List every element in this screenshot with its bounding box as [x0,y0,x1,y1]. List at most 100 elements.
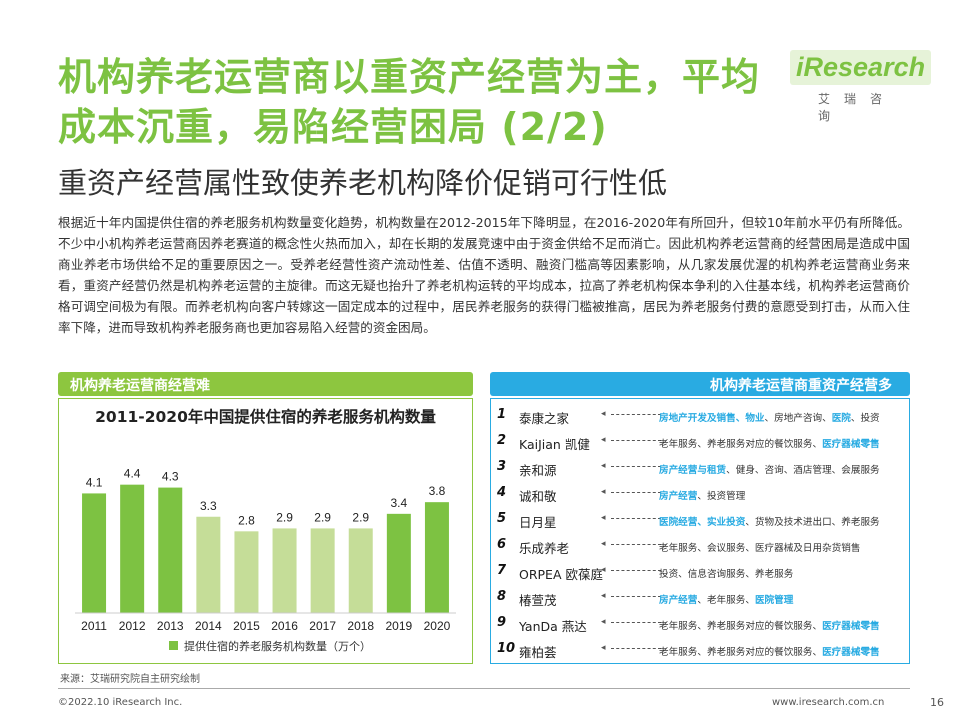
connector-dash [611,492,661,493]
x-tick-label: 2011 [81,619,107,633]
footer-divider [58,688,910,689]
left-banner-label: 机构养老运营商经营难 [70,378,210,394]
x-tick-label: 2015 [233,619,260,633]
legend-label: 提供住宿的养老服务机构数量（万个） [184,639,371,653]
legend-swatch [169,641,178,650]
bar-value-label: 4.4 [124,467,141,481]
bar-2019 [386,513,411,613]
bar-value-label: 2.9 [314,510,331,524]
bar-value-label: 3.3 [200,499,217,513]
bar-2018 [348,528,373,613]
operator-name: 泰康之家 [519,411,570,426]
arrow-left-icon: ◂ [601,513,606,523]
arrow-left-icon: ◂ [601,539,606,549]
x-tick-label: 2020 [424,619,451,633]
operator-name: 诚和敬 [519,489,557,504]
bar-2016 [272,528,297,613]
page-title: 机构养老运营商以重资产经营为主，平均成本沉重，易陷经营困局 (2/2) [58,55,761,149]
x-tick-label: 2018 [347,619,374,633]
business-scope: 房产经营、老年服务、医院管理 [659,595,794,606]
connector-dash [611,570,661,571]
bar-chart: 4.1 2011 4.4 2012 4.3 2013 3.3 2014 2.8 2015 2.9 20… [75,467,456,653]
operator-name: 椿萱茂 [519,593,557,608]
row-number: 10 [497,641,516,656]
arrow-left-icon: ◂ [601,435,606,445]
operator-row: 7 ORPEA 欧葆庭 ◂ 投资、信息咨询服务、养老服务 [491,559,909,585]
bar-value-label: 2.8 [238,513,255,527]
bar-value-label: 4.1 [86,475,103,489]
operator-row: 4 诚和敬 ◂ 房产经营、投资管理 [491,481,909,507]
operator-row: 8 椿萱茂 ◂ 房产经营、老年服务、医院管理 [491,585,909,611]
x-tick-label: 2017 [309,619,336,633]
business-scope: 房产经营、投资管理 [659,491,746,502]
business-scope: 房地产开发及销售、物业、房地产咨询、医院、投资 [659,413,880,424]
site-url[interactable]: www.iresearch.com.cn [772,697,885,708]
arrow-left-icon: ◂ [601,487,606,497]
row-number: 6 [497,537,507,552]
business-scope: 医院经营、实业投资、货物及技术进出口、养老服务 [659,517,880,528]
page-number: 16 [930,696,944,709]
bar-2013 [158,487,183,613]
arrow-left-icon: ◂ [601,617,606,627]
row-number: 3 [497,459,507,474]
iresearch-logo: iResearch 艾瑞咨询 [790,50,932,123]
business-scope: 老年服务、会议服务、医疗器械及日用杂货销售 [659,543,861,554]
row-number: 4 [497,485,507,500]
business-scope: 老年服务、养老服务对应的餐饮服务、医疗器械零售 [659,439,880,450]
operator-name: KaiJian 凯健 [519,437,590,452]
operator-name: 乐成养老 [519,541,570,556]
x-tick-label: 2013 [157,619,184,633]
operator-row: 10 雍柏荟 ◂ 老年服务、养老服务对应的餐饮服务、医疗器械零售 [491,637,909,663]
logo-cn-text: 艾瑞咨询 [818,92,897,123]
right-panel-banner: 机构养老运营商重资产经营多 [490,372,910,396]
bar-value-label: 2.9 [276,510,293,524]
arrow-left-icon: ◂ [601,461,606,471]
operator-list-panel: 1 泰康之家 ◂ 房地产开发及销售、物业、房地产咨询、医院、投资 2 KaiJian 凯健… [490,398,910,664]
arrow-left-icon: ◂ [601,591,606,601]
body-paragraph: 根据近十年内国提供住宿的养老服务机构数量变化趋势，机构数量在2012-2015年… [58,215,910,335]
logo-text: iResearch [790,50,932,85]
bar-2015 [234,531,259,613]
connector-dash [611,440,661,441]
business-scope: 投资、信息咨询服务、养老服务 [659,569,794,580]
business-scope: 房产经营与租赁、健身、咨询、酒店管理、会展服务 [659,465,880,476]
connector-dash [611,414,661,415]
operator-row: 3 亲和源 ◂ 房产经营与租赁、健身、咨询、酒店管理、会展服务 [491,455,909,481]
connector-dash [611,518,661,519]
operator-row: 1 泰康之家 ◂ 房地产开发及销售、物业、房地产咨询、医院、投资 [491,403,909,429]
page-subtitle: 重资产经营属性致使养老机构降价促销可行性低 [58,166,668,200]
row-number: 2 [497,433,507,448]
operator-name: 雍柏荟 [519,645,557,660]
source-note: 来源：艾瑞研究院自主研究绘制 [60,674,200,685]
connector-dash [611,466,661,467]
connector-dash [611,596,661,597]
operator-row: 2 KaiJian 凯健 ◂ 老年服务、养老服务对应的餐饮服务、医疗器械零售 [491,429,909,455]
bar-value-label: 4.3 [162,470,179,484]
bar-2012 [120,484,145,613]
connector-dash [611,622,661,623]
operator-row: 6 乐成养老 ◂ 老年服务、会议服务、医疗器械及日用杂货销售 [491,533,909,559]
bar-value-label: 3.8 [429,484,446,498]
operator-name: 亲和源 [519,463,557,478]
row-number: 9 [497,615,507,630]
operator-row: 9 YanDa 燕达 ◂ 老年服务、养老服务对应的餐饮服务、医疗器械零售 [491,611,909,637]
bar-2017 [310,528,335,613]
arrow-left-icon: ◂ [601,643,606,653]
business-scope: 老年服务、养老服务对应的餐饮服务、医疗器械零售 [659,647,880,658]
row-number: 5 [497,511,507,526]
x-tick-label: 2016 [271,619,298,633]
x-tick-label: 2012 [119,619,146,633]
chart-title: 2011-2020年中国提供住宿的养老服务机构数量 [95,408,436,426]
x-tick-label: 2014 [195,619,222,633]
bar-chart-panel: 2011-2020年中国提供住宿的养老服务机构数量 4.1 2011 4.4 2012… [58,398,473,664]
bar-2011 [82,493,107,613]
bar-value-label: 2.9 [352,510,369,524]
bar-2014 [196,516,221,613]
bar-2020 [424,502,449,613]
connector-dash [611,544,661,545]
row-number: 7 [497,563,507,578]
arrow-left-icon: ◂ [601,565,606,575]
operator-name: ORPEA 欧葆庭 [519,567,603,582]
arrow-left-icon: ◂ [601,409,606,419]
left-panel-banner: 机构养老运营商经营难 [58,372,473,396]
